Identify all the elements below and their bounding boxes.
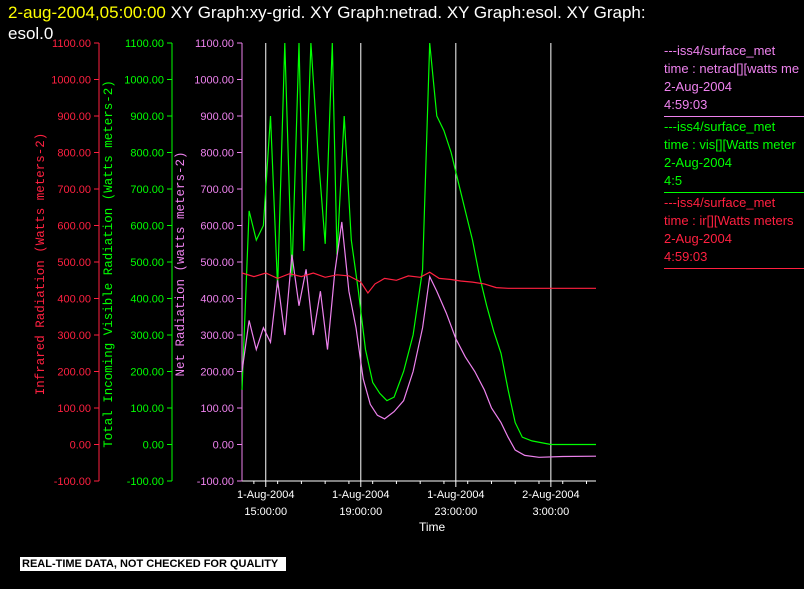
series-line-netrad	[241, 221, 597, 458]
y-tick-label: 700.00	[200, 184, 234, 196]
legend-text: ---iss4/surface_met	[664, 195, 776, 210]
y-tick-label: 0.00	[70, 440, 91, 452]
y-tick-label: 800.00	[130, 148, 164, 160]
title-graph-list: XY Graph:xy-grid. XY Graph:netrad. XY Gr…	[170, 3, 646, 22]
x-tick-label: 1-Aug-2004	[427, 489, 485, 501]
y-tick-label: 700.00	[57, 184, 91, 196]
y-axis-label: Total Incoming Visible Radiation (Watts …	[102, 80, 116, 448]
y-tick-label: 1100.00	[52, 38, 91, 50]
legend-text: ---iss4/surface_met	[664, 43, 776, 58]
x-tick-label: 1-Aug-2004	[332, 489, 390, 501]
quality-warning: REAL-TIME DATA, NOT CHECKED FOR QUALITY	[20, 557, 287, 571]
legend-text: 2-Aug-2004	[664, 155, 732, 170]
y-tick-label: 600.00	[130, 221, 164, 233]
y-tick-label: 1000.00	[124, 75, 164, 87]
y-tick-label: 300.00	[200, 330, 234, 342]
legend-text: time : ir[][Watts meters	[664, 213, 794, 228]
y-tick-label: 400.00	[57, 294, 91, 306]
legend-text: time : netrad[][watts me	[664, 61, 800, 76]
y-tick-label: 800.00	[200, 148, 234, 160]
title-timestamp: 2-aug-2004,05:00:00	[8, 3, 166, 22]
y-tick-label: 1000.00	[194, 75, 234, 87]
x-tick-label: 2-Aug-2004	[522, 489, 580, 501]
y-tick-label: -100.00	[197, 476, 234, 488]
y-tick-label: 1100.00	[125, 38, 164, 50]
y-tick-label: 100.00	[57, 403, 91, 415]
y-tick-label: 1000.00	[51, 75, 91, 87]
series-line-ir	[241, 271, 596, 295]
y-tick-label: 400.00	[130, 294, 164, 306]
y-tick-label: -100.00	[54, 476, 91, 488]
y-tick-label: 900.00	[130, 111, 164, 123]
y-tick-label: 100.00	[130, 403, 164, 415]
y-axis-label: Infrared Radiation (Watts meters-2)	[34, 133, 48, 396]
y-tick-label: 300.00	[130, 330, 164, 342]
y-tick-label: 700.00	[130, 184, 164, 196]
legend-text: 2-Aug-2004	[664, 79, 732, 94]
y-tick-label: 900.00	[200, 111, 234, 123]
title-graph-list-cont: esol.0	[8, 24, 54, 43]
y-tick-label: 200.00	[57, 367, 91, 379]
y-tick-label: 200.00	[200, 367, 234, 379]
y-tick-label: 900.00	[57, 111, 91, 123]
y-tick-label: 500.00	[200, 257, 234, 269]
legend-text: 4:59:03	[664, 97, 708, 112]
legend-text: 4:5	[664, 173, 683, 188]
legend-text: 4:59:03	[664, 249, 708, 264]
y-tick-label: 400.00	[200, 294, 234, 306]
y-tick-label: 0.00	[213, 440, 234, 452]
legend-text: 2-Aug-2004	[664, 231, 732, 246]
y-tick-label: 1100.00	[195, 38, 234, 50]
y-tick-label: 300.00	[57, 330, 91, 342]
y-tick-label: 200.00	[130, 367, 164, 379]
y-tick-label: 800.00	[57, 148, 91, 160]
y-tick-label: 500.00	[130, 257, 164, 269]
y-tick-label: -100.00	[127, 476, 164, 488]
x-tick-label: 3:00:00	[533, 506, 570, 518]
chart-title: 2-aug-2004,05:00:00 XY Graph:xy-grid. XY…	[8, 2, 798, 44]
y-axis-label: Net Radiation (watts meters-2)	[174, 151, 188, 376]
x-tick-label: 23:00:00	[434, 506, 477, 518]
y-tick-label: 500.00	[57, 257, 91, 269]
y-tick-label: 0.00	[143, 440, 164, 452]
x-tick-label: 15:00:00	[244, 506, 287, 518]
y-tick-label: 600.00	[200, 221, 234, 233]
legend-text: ---iss4/surface_met	[664, 119, 776, 134]
y-tick-label: 600.00	[57, 221, 91, 233]
x-tick-label: 19:00:00	[339, 506, 382, 518]
y-tick-label: 100.00	[200, 403, 234, 415]
series-line-vis	[241, 42, 596, 446]
legend-text: time : vis[][Watts meter	[664, 137, 796, 152]
x-axis-label: Time	[419, 520, 446, 534]
x-tick-label: 1-Aug-2004	[237, 489, 295, 501]
